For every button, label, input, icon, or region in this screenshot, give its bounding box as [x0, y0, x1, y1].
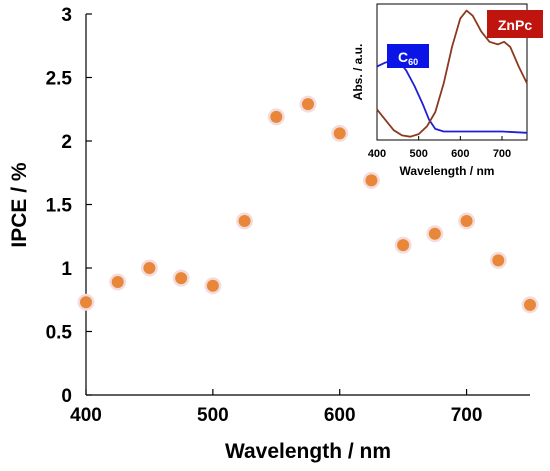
ipce-point: [111, 275, 124, 288]
inset-y-axis-title: Abs. / a.u.: [351, 44, 365, 101]
c60-label-box: [387, 44, 429, 68]
absorption-inset: 400 500 600 700 C60 ZnPc Wavelength / nm Ab…: [351, 3, 543, 178]
ipce-point: [206, 279, 219, 292]
main-y-tick-label: 2.5: [46, 69, 73, 90]
znpc-label: ZnPc: [498, 17, 532, 33]
main-y-tick-label: 1: [61, 259, 72, 280]
main-y-tick-label: 0.5: [46, 323, 73, 344]
znpc-absorption-curve: [376, 9, 528, 138]
inset-x-tick-label: 400: [368, 148, 386, 160]
inset-x-tick-label: 600: [451, 148, 469, 160]
main-y-tick-label: 3: [61, 5, 72, 26]
inset-x-tick-label: 700: [493, 148, 511, 160]
c60-label-sub: 60: [408, 57, 418, 67]
ipce-point: [460, 215, 473, 228]
ipce-point: [238, 215, 251, 228]
c60-label: C60: [398, 49, 418, 67]
ipce-point: [270, 110, 283, 123]
main-x-tick-label: 500: [197, 405, 229, 426]
main-y-tick-label: 2: [61, 132, 72, 153]
ipce-points: [77, 95, 539, 314]
ipce-point: [365, 174, 378, 187]
znpc-label-box: [487, 10, 543, 38]
c60-label-main: C: [398, 49, 408, 65]
main-y-tick-label: 1.5: [46, 196, 73, 217]
ipce-point: [333, 127, 346, 140]
ipce-point: [428, 227, 441, 240]
main-x-tick-label: 700: [451, 405, 483, 426]
ipce-point: [175, 272, 188, 285]
main-y-tick-label: 0: [61, 386, 72, 407]
main-x-axis-title: Wavelength / nm: [225, 440, 391, 463]
main-x-tick-label: 400: [70, 405, 102, 426]
ipce-point: [143, 262, 156, 274]
main-x-ticks: 400 500 600 700: [70, 389, 482, 426]
inset-x-axis-title: Wavelength / nm: [400, 164, 495, 178]
ipce-point: [302, 98, 314, 111]
inset-x-tick-label: 500: [409, 148, 427, 160]
ipce-point: [524, 298, 536, 311]
ipce-point: [80, 296, 92, 309]
ipce-point: [492, 254, 505, 267]
main-x-tick-label: 600: [324, 405, 356, 426]
main-y-axis-title: IPCE / %: [8, 162, 31, 248]
main-y-ticks: 0 0.5 1 1.5 2 2.5 3: [46, 5, 92, 407]
inset-x-ticks: 400 500 600 700: [368, 136, 511, 160]
ipce-point: [397, 239, 410, 252]
